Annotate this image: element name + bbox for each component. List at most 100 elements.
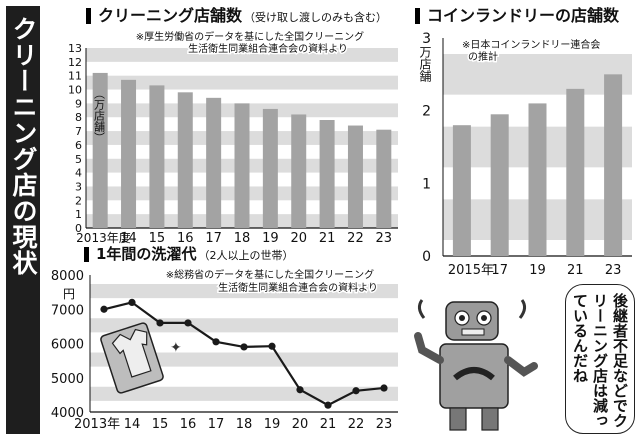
laundry-chart-x-tick: 23 bbox=[605, 263, 622, 278]
laundry-chart-title: コインランドリーの店舗数 bbox=[427, 6, 620, 25]
store-chart-y-label: （万店舗） bbox=[93, 88, 106, 143]
store-chart-x-tick: 16 bbox=[177, 231, 194, 246]
spend-chart-point bbox=[268, 342, 276, 350]
laundry-chart-y-tick: 3 bbox=[422, 31, 431, 47]
store-chart-x-tick: 14 bbox=[120, 231, 137, 246]
store-chart-x-tick: 15 bbox=[149, 231, 166, 246]
spend-chart-point bbox=[324, 401, 332, 409]
store-chart-y-tick: 7 bbox=[75, 125, 82, 138]
laundry-chart-bar bbox=[528, 103, 547, 257]
shirt-icon bbox=[111, 328, 152, 378]
store-chart-bar bbox=[291, 114, 307, 228]
robot-leg-right-icon bbox=[481, 407, 499, 431]
robot-mouth-icon bbox=[461, 328, 485, 336]
spend-chart-x-tick: 17 bbox=[208, 417, 225, 432]
spend-chart-x-tick: 15 bbox=[152, 417, 169, 432]
store-chart-y-tick: 3 bbox=[75, 180, 82, 193]
laundry-chart-y-tick: 2 bbox=[422, 104, 431, 120]
spend-chart-x-tick: 18 bbox=[236, 417, 253, 432]
store-chart-y-tick: 13 bbox=[68, 42, 82, 55]
robot-pupil-right-icon bbox=[481, 315, 487, 321]
laundry-chart-y-tick: 1 bbox=[422, 176, 431, 192]
laundry-chart-x-tick: 21 bbox=[567, 263, 584, 278]
robot-chest-icon bbox=[453, 367, 495, 381]
spend-chart-x-tick: 22 bbox=[348, 417, 365, 432]
speech-bubble: 後継者不足などでクリーニング店は減っているんだね bbox=[565, 284, 635, 434]
store-chart-y-tick: 11 bbox=[68, 70, 82, 83]
store-chart-x-tick: 18 bbox=[234, 231, 251, 246]
store-chart-y-tick: 12 bbox=[68, 56, 82, 69]
spend-chart-point bbox=[296, 386, 304, 394]
store-chart-x-tick: 21 bbox=[319, 231, 336, 246]
store-chart-bar bbox=[177, 92, 193, 228]
store-chart-bar bbox=[92, 72, 108, 228]
laundry-chart-grid-band bbox=[443, 54, 632, 95]
robot-leg-left-icon bbox=[449, 407, 467, 431]
laundry-chart-bar bbox=[490, 114, 509, 256]
store-chart-bar bbox=[347, 125, 363, 228]
store-chart-x-tick: 23 bbox=[376, 231, 393, 246]
spend-chart-point bbox=[212, 338, 220, 346]
spend-chart-point bbox=[100, 305, 108, 313]
spend-chart-x-tick: 14 bbox=[124, 417, 141, 432]
store-chart-y-tick: 5 bbox=[75, 153, 82, 166]
store-chart-title: クリーニング店舗数 bbox=[98, 6, 243, 25]
store-chart-y-tick: 9 bbox=[75, 97, 82, 110]
spend-chart-grid-band bbox=[90, 284, 398, 299]
store-chart-x-tick: 20 bbox=[290, 231, 307, 246]
spend-chart-x-tick: 23 bbox=[376, 417, 393, 432]
spend-chart-grid-band bbox=[90, 352, 398, 367]
spend-chart-x-tick: 21 bbox=[320, 417, 337, 432]
spend-chart-point bbox=[380, 384, 388, 392]
side-title: クリーニング店の現状 bbox=[9, 16, 38, 276]
laundry-chart-title-marker bbox=[415, 8, 420, 24]
store-chart-grid-band bbox=[86, 48, 398, 62]
store-chart-y-tick: 1 bbox=[75, 208, 82, 221]
robot-antenna-left-icon bbox=[417, 299, 426, 319]
store-chart-bar bbox=[149, 85, 165, 228]
laundry-chart-bar bbox=[566, 88, 585, 256]
spend-chart-point bbox=[128, 298, 136, 306]
robot-pupil-left-icon bbox=[459, 315, 465, 321]
laundry-chart-source-note: ※日本コインランドリー連合会 bbox=[462, 38, 600, 51]
store-chart-y-tick: 8 bbox=[75, 111, 82, 124]
laundry-chart-bar bbox=[604, 74, 623, 256]
robot-arm-right-icon bbox=[504, 356, 538, 377]
spend-chart-source-note: ※総務省のデータを基にした全国クリーニング bbox=[166, 268, 374, 281]
spend-chart-x-tick: 16 bbox=[180, 417, 197, 432]
spend-chart-x-tick: 20 bbox=[292, 417, 309, 432]
store-chart-x-tick: 17 bbox=[205, 231, 222, 246]
spend-chart-y-label: 円 bbox=[63, 287, 75, 301]
spend-chart-point bbox=[156, 319, 164, 327]
laundry-chart-x-tick: 17 bbox=[491, 263, 508, 278]
store-chart-y-tick: 4 bbox=[75, 167, 82, 180]
store-chart-subtitle: （受け取し渡しのみも含む） bbox=[244, 10, 387, 24]
sparkle-icon: ✦ bbox=[170, 340, 182, 356]
store-chart-bar bbox=[376, 129, 392, 228]
laundry-chart-y-label: 万店舗 bbox=[418, 46, 432, 82]
spend-chart-title: 1年間の洗濯代 bbox=[96, 245, 196, 263]
store-chart-bar bbox=[206, 97, 222, 228]
store-chart-bar bbox=[234, 103, 250, 228]
spend-chart-x-tick: 19 bbox=[264, 417, 281, 432]
robot-speech-text: 後継者不足などでクリーニング店は減っているんだね bbox=[571, 293, 629, 428]
store-chart-bar bbox=[319, 120, 335, 228]
laundry-chart-x-tick: 19 bbox=[529, 263, 546, 278]
spend-chart-grid-band bbox=[90, 386, 398, 401]
spend-chart-point bbox=[240, 343, 248, 351]
store-chart-source-note: 生活衛生同業組合連合会の資料より bbox=[188, 42, 348, 55]
store-chart-x-tick: 22 bbox=[347, 231, 364, 246]
store-chart-title-marker bbox=[86, 8, 91, 24]
spend-chart-y-tick: 4000 bbox=[51, 406, 84, 421]
store-chart-y-tick: 2 bbox=[75, 194, 82, 207]
store-chart-source-note: ※厚生労働省のデータを基にした全国クリーニング bbox=[136, 30, 364, 43]
spend-chart-point bbox=[352, 387, 360, 395]
laundry-chart-x-tick: 2015年 bbox=[448, 263, 494, 278]
spend-chart-point bbox=[184, 319, 192, 327]
robot-antenna-right-icon bbox=[518, 299, 527, 319]
laundry-chart-source-note: の推計 bbox=[468, 50, 498, 63]
spend-chart-x-tick: 2013年 bbox=[74, 417, 120, 432]
spend-chart-source-note: 生活衛生同業組合連合会の資料より bbox=[218, 281, 378, 294]
store-chart-x-tick: 19 bbox=[262, 231, 279, 246]
